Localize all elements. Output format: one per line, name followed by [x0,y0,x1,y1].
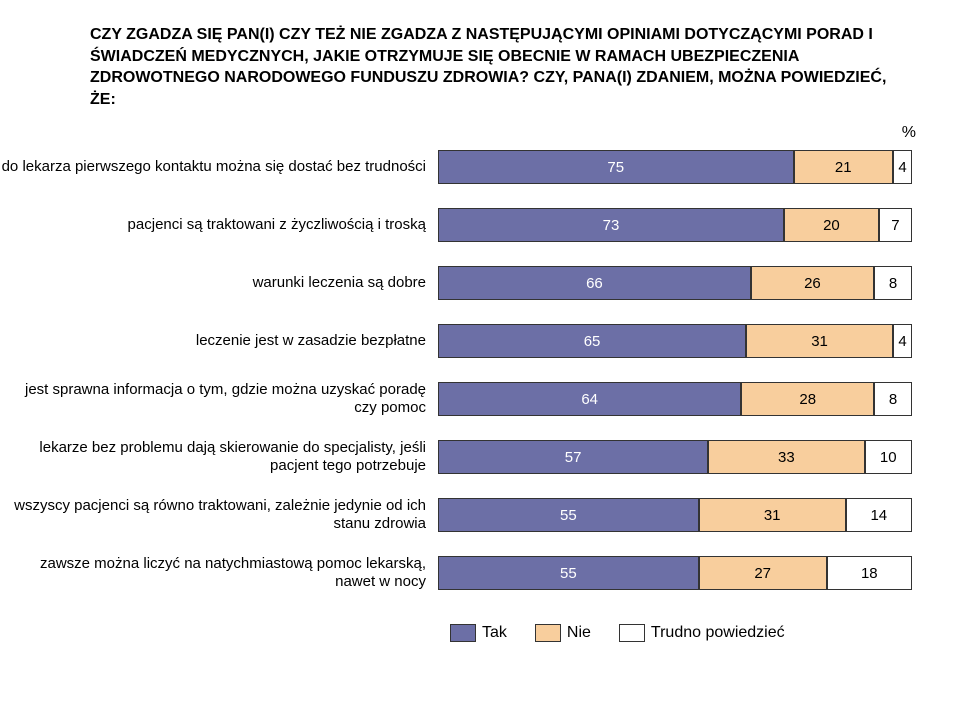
legend-swatch-tak [450,624,476,642]
bar-segment-tak: 55 [438,556,699,590]
bar-segment-nie: 21 [794,150,894,184]
bar-segment-tp: 4 [893,324,912,358]
bar-area: 64288 [438,382,912,416]
bar-segment-tak: 64 [438,382,741,416]
row-label: do lekarza pierwszego kontaktu można się… [0,158,438,176]
row-label: pacjenci są traktowani z życzliwością i … [0,216,438,234]
bar-area: 73207 [438,208,912,242]
legend-item-trudno: Trudno powiedzieć [619,624,785,642]
chart-row: warunki leczenia są dobre66268 [0,264,968,302]
row-label: leczenie jest w zasadzie bezpłatne [0,332,438,350]
bar-segment-tp: 14 [846,498,912,532]
bar-segment-nie: 33 [708,440,864,474]
bar-segment-tak: 66 [438,266,751,300]
bar-area: 553114 [438,498,912,532]
bar-segment-tak: 75 [438,150,794,184]
legend-label: Tak [482,624,507,642]
bar-segment-tp: 8 [874,266,912,300]
bar-segment-tp: 7 [879,208,912,242]
bar-segment-tp: 8 [874,382,912,416]
bar-area: 75214 [438,150,912,184]
bar-segment-tp: 4 [893,150,912,184]
bar-area: 573310 [438,440,912,474]
bar-segment-nie: 28 [741,382,874,416]
bar-segment-tak: 65 [438,324,746,358]
bar-area: 66268 [438,266,912,300]
chart-row: leczenie jest w zasadzie bezpłatne65314 [0,322,968,360]
chart-row: jest sprawna informacja o tym, gdzie moż… [0,380,968,418]
stacked-bar-chart: % do lekarza pierwszego kontaktu można s… [0,148,968,612]
unit-label: % [902,124,916,142]
legend: Tak Nie Trudno powiedzieć [450,624,785,642]
bar-segment-nie: 31 [699,498,846,532]
legend-label: Trudno powiedzieć [651,624,785,642]
bar-area: 65314 [438,324,912,358]
chart-row: zawsze można liczyć na natychmiastową po… [0,554,968,592]
row-label: jest sprawna informacja o tym, gdzie moż… [0,381,438,417]
legend-swatch-trudno [619,624,645,642]
bar-segment-tak: 73 [438,208,784,242]
bar-segment-nie: 20 [784,208,879,242]
legend-label: Nie [567,624,591,642]
bar-segment-nie: 27 [699,556,827,590]
legend-swatch-nie [535,624,561,642]
row-label: warunki leczenia są dobre [0,274,438,292]
bar-segment-nie: 26 [751,266,874,300]
chart-title: CZY ZGADZA SIĘ PAN(I) CZY TEŻ NIE ZGADZA… [90,24,890,110]
chart-row: pacjenci są traktowani z życzliwością i … [0,206,968,244]
row-label: zawsze można liczyć na natychmiastową po… [0,555,438,591]
row-label: lekarze bez problemu dają skierowanie do… [0,439,438,475]
legend-item-tak: Tak [450,624,507,642]
bar-segment-tp: 18 [827,556,912,590]
chart-row: wszyscy pacjenci są równo traktowani, za… [0,496,968,534]
bar-segment-tak: 55 [438,498,699,532]
chart-row: do lekarza pierwszego kontaktu można się… [0,148,968,186]
bar-area: 552718 [438,556,912,590]
row-label: wszyscy pacjenci są równo traktowani, za… [0,497,438,533]
bar-segment-nie: 31 [746,324,893,358]
bar-segment-tak: 57 [438,440,708,474]
legend-item-nie: Nie [535,624,591,642]
bar-segment-tp: 10 [865,440,912,474]
chart-row: lekarze bez problemu dają skierowanie do… [0,438,968,476]
